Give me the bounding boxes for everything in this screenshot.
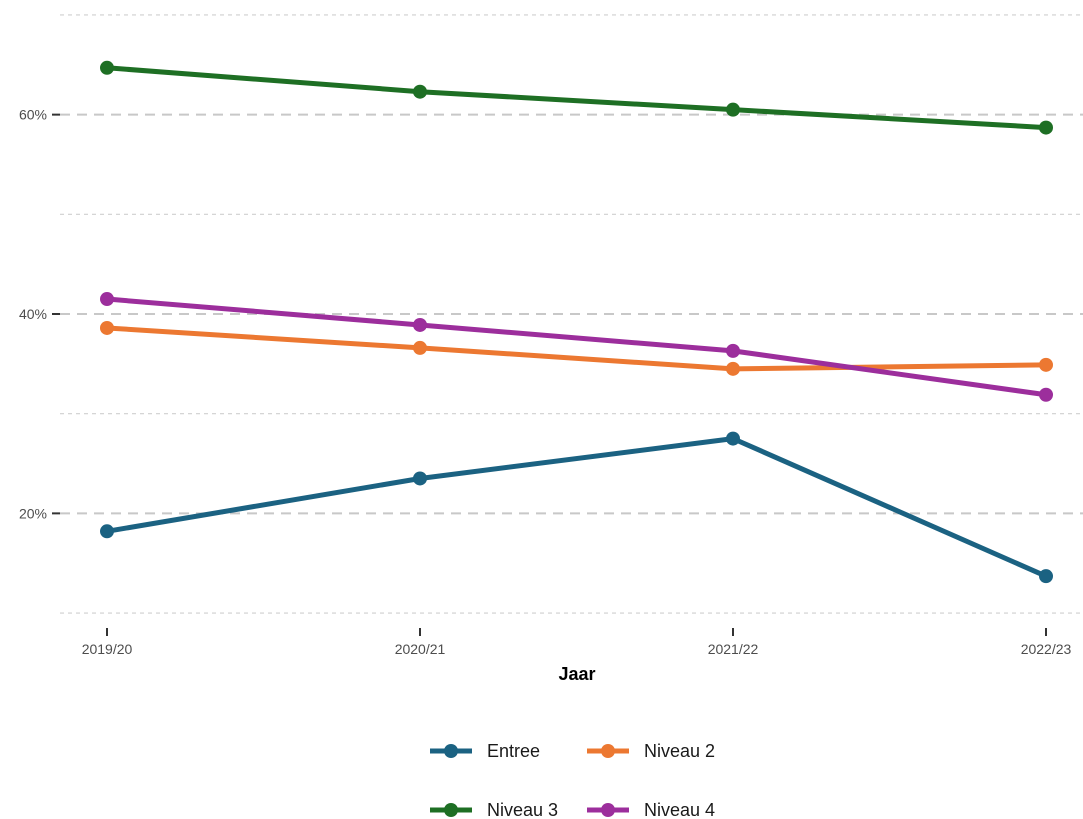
y-tick-label: 40%: [19, 306, 47, 322]
legend-item-niveau-3: Niveau 3: [430, 800, 558, 819]
data-point-niveau-2: [413, 340, 427, 355]
x-tick-label: 2022/23: [1021, 641, 1072, 657]
legend-item-entree: Entree: [430, 741, 540, 761]
series-niveau-2: [100, 320, 1053, 376]
legend-label: Niveau 2: [644, 741, 715, 761]
series-entree: [100, 431, 1053, 584]
legend-item-niveau-2: Niveau 2: [587, 741, 715, 761]
data-point-niveau-3: [413, 84, 427, 99]
data-point-niveau-3: [1039, 120, 1053, 135]
series-line-niveau-4: [106, 296, 1047, 398]
data-point-niveau-2: [1039, 357, 1053, 372]
series-niveau-4: [100, 292, 1053, 402]
legend-item-niveau-4: Niveau 4: [587, 800, 715, 819]
series-line-entree: [106, 436, 1048, 579]
data-point-entree: [726, 431, 740, 446]
data-point-entree: [413, 471, 427, 486]
gridlines: [60, 14, 1083, 614]
series-niveau-3: [100, 60, 1053, 135]
legend-label: Niveau 4: [644, 800, 715, 819]
data-point-niveau-2: [100, 320, 114, 335]
data-point-entree: [100, 524, 114, 539]
y-tick-label: 60%: [19, 107, 47, 123]
legend-key-point: [601, 803, 615, 817]
legend-key-point: [601, 744, 615, 758]
legend-label: Niveau 3: [487, 800, 558, 819]
data-point-niveau-3: [726, 102, 740, 117]
data-point-niveau-4: [100, 292, 114, 307]
data-point-niveau-2: [726, 361, 740, 376]
data-point-niveau-4: [1039, 387, 1053, 402]
legend: Entree Niveau 2 Niveau 3 Niveau 4: [430, 741, 715, 819]
legend-label: Entree: [487, 741, 540, 761]
data-point-niveau-3: [100, 60, 114, 75]
series-layer: [100, 60, 1053, 584]
legend-key-point: [444, 744, 458, 758]
legend-key-point: [444, 803, 458, 817]
x-tick-label: 2021/22: [708, 641, 759, 657]
data-point-entree: [1039, 569, 1053, 584]
x-tick-label: 2019/20: [82, 641, 133, 657]
x-axis-title: Jaar: [558, 664, 595, 684]
series-line-niveau-2: [106, 325, 1047, 372]
data-point-niveau-4: [726, 343, 740, 358]
data-point-niveau-4: [413, 317, 427, 332]
y-axis-ticks: 20% 40% 60%: [19, 107, 60, 521]
x-axis-ticks: 2019/20 2020/21 2021/22 2022/23: [82, 628, 1072, 657]
series-line-niveau-3: [106, 65, 1047, 131]
x-tick-label: 2020/21: [395, 641, 446, 657]
y-tick-label: 20%: [19, 505, 47, 521]
